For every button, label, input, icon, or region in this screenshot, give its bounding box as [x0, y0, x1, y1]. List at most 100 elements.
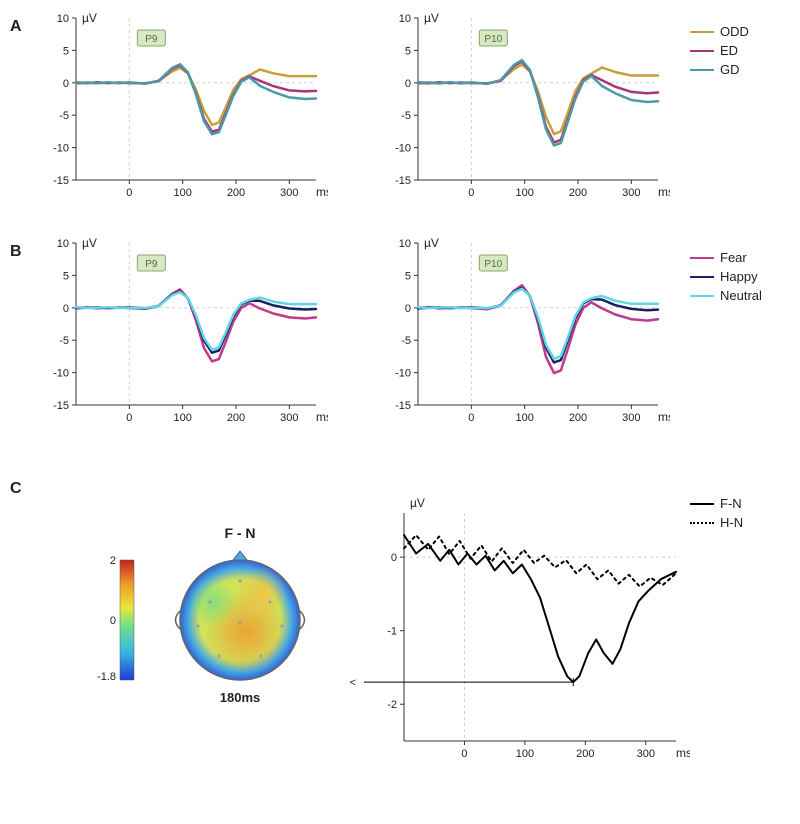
svg-text:-10: -10	[395, 143, 411, 155]
svg-text:-5: -5	[59, 335, 69, 347]
series-FN	[404, 535, 676, 682]
svg-text:200: 200	[576, 748, 594, 760]
svg-text:-5: -5	[59, 110, 69, 122]
svg-text:5: 5	[63, 270, 69, 282]
svg-text:10: 10	[57, 13, 69, 25]
legend-item: F-N	[690, 496, 743, 511]
svg-text:ms: ms	[316, 410, 328, 424]
svg-text:ms: ms	[316, 185, 328, 199]
svg-text:0: 0	[126, 412, 132, 424]
erp-panel: -15-10-505100100200300µVmsP9	[28, 10, 328, 210]
svg-text:-2: -2	[387, 699, 397, 711]
svg-text:0: 0	[405, 78, 411, 90]
svg-text:300: 300	[622, 412, 640, 424]
svg-text:0: 0	[391, 552, 397, 564]
legend-swatch	[690, 522, 714, 524]
erp-panel: -15-10-505100100200300µVmsP10	[370, 10, 670, 210]
legend-label: F-N	[720, 496, 742, 511]
svg-text:100: 100	[173, 412, 191, 424]
svg-text:P9: P9	[145, 34, 158, 45]
legend-diff: F-N H-N	[690, 496, 743, 534]
svg-text:0: 0	[126, 187, 132, 199]
svg-text:µV: µV	[82, 236, 97, 250]
svg-text:-10: -10	[53, 143, 69, 155]
legend-label: Neutral	[720, 288, 762, 303]
svg-text:10: 10	[57, 238, 69, 250]
legend-label: ED	[720, 43, 738, 58]
legend-item: Happy	[690, 269, 762, 284]
svg-text:0: 0	[468, 412, 474, 424]
legend-label: ODD	[720, 24, 749, 39]
svg-text:180ms: 180ms	[220, 690, 260, 705]
svg-text:-5: -5	[401, 335, 411, 347]
svg-text:-15: -15	[53, 400, 69, 412]
diffwave-panel: 0-1-20100200300µVms<	[350, 495, 690, 775]
legend-swatch	[690, 50, 714, 52]
svg-text:200: 200	[227, 187, 245, 199]
svg-text:0: 0	[461, 748, 467, 760]
svg-text:-1: -1	[387, 626, 397, 638]
legend-swatch	[690, 503, 714, 505]
legend-label: Happy	[720, 269, 758, 284]
svg-text:300: 300	[622, 187, 640, 199]
svg-text:µV: µV	[424, 236, 439, 250]
legend-swatch	[690, 295, 714, 297]
row-label: A	[10, 18, 22, 36]
svg-text:ms: ms	[658, 185, 670, 199]
svg-text:200: 200	[569, 187, 587, 199]
svg-text:P10: P10	[484, 34, 502, 45]
row-label: B	[10, 243, 22, 261]
svg-text:-15: -15	[53, 175, 69, 187]
svg-text:ms: ms	[676, 746, 690, 760]
svg-text:100: 100	[515, 412, 533, 424]
legend-swatch	[690, 31, 714, 33]
topo-map: F - N 180ms 2 0 -1.8	[90, 510, 330, 730]
legend-item: ODD	[690, 24, 749, 39]
svg-text:10: 10	[399, 238, 411, 250]
legend-swatch	[690, 276, 714, 278]
svg-text:-15: -15	[395, 400, 411, 412]
erp-panel: -15-10-505100100200300µVmsP10	[370, 235, 670, 435]
legend-item: ED	[690, 43, 749, 58]
figure-stage: ABC-15-10-505100100200300µVmsP9-15-10-50…	[0, 0, 800, 824]
legend-label: H-N	[720, 515, 743, 530]
legend-groups: ODD ED GD	[690, 24, 749, 81]
svg-text:-10: -10	[395, 368, 411, 380]
legend-label: Fear	[720, 250, 747, 265]
svg-text:5: 5	[405, 45, 411, 57]
svg-text:200: 200	[569, 412, 587, 424]
svg-text:µV: µV	[424, 11, 439, 25]
svg-text:5: 5	[405, 270, 411, 282]
svg-text:-15: -15	[395, 175, 411, 187]
svg-text:<: <	[350, 677, 356, 689]
legend-label: GD	[720, 62, 740, 77]
row-label: C	[10, 480, 22, 498]
svg-text:100: 100	[515, 187, 533, 199]
svg-text:300: 300	[280, 187, 298, 199]
svg-text:P10: P10	[484, 259, 502, 270]
svg-text:2: 2	[110, 555, 116, 567]
svg-text:10: 10	[399, 13, 411, 25]
legend-item: GD	[690, 62, 749, 77]
legend-swatch	[690, 257, 714, 259]
legend-item: H-N	[690, 515, 743, 530]
series-Fear	[418, 285, 658, 373]
svg-text:-10: -10	[53, 368, 69, 380]
svg-text:0: 0	[468, 187, 474, 199]
svg-text:0: 0	[405, 303, 411, 315]
svg-text:100: 100	[516, 748, 534, 760]
svg-text:P9: P9	[145, 259, 158, 270]
svg-text:0: 0	[110, 615, 116, 627]
svg-text:300: 300	[280, 412, 298, 424]
legend-swatch	[690, 69, 714, 71]
svg-text:100: 100	[173, 187, 191, 199]
erp-panel: -15-10-505100100200300µVmsP9	[28, 235, 328, 435]
svg-text:200: 200	[227, 412, 245, 424]
colorbar	[120, 560, 134, 680]
svg-text:F - N: F - N	[224, 525, 255, 541]
svg-text:ms: ms	[658, 410, 670, 424]
svg-text:µV: µV	[82, 11, 97, 25]
series-HN	[404, 535, 676, 586]
svg-text:-1.8: -1.8	[97, 671, 116, 683]
legend-item: Neutral	[690, 288, 762, 303]
